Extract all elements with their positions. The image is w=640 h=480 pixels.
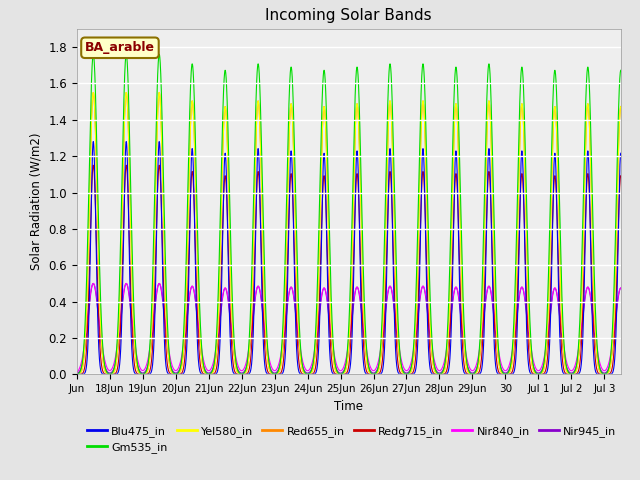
X-axis label: Time: Time bbox=[334, 400, 364, 413]
Legend: Blu475_in, Gm535_in, Yel580_in, Red655_in, Redg715_in, Nir840_in, Nir945_in: Blu475_in, Gm535_in, Yel580_in, Red655_i… bbox=[83, 421, 621, 458]
Title: Incoming Solar Bands: Incoming Solar Bands bbox=[266, 9, 432, 24]
Text: BA_arable: BA_arable bbox=[85, 41, 155, 54]
Y-axis label: Solar Radiation (W/m2): Solar Radiation (W/m2) bbox=[30, 133, 43, 270]
